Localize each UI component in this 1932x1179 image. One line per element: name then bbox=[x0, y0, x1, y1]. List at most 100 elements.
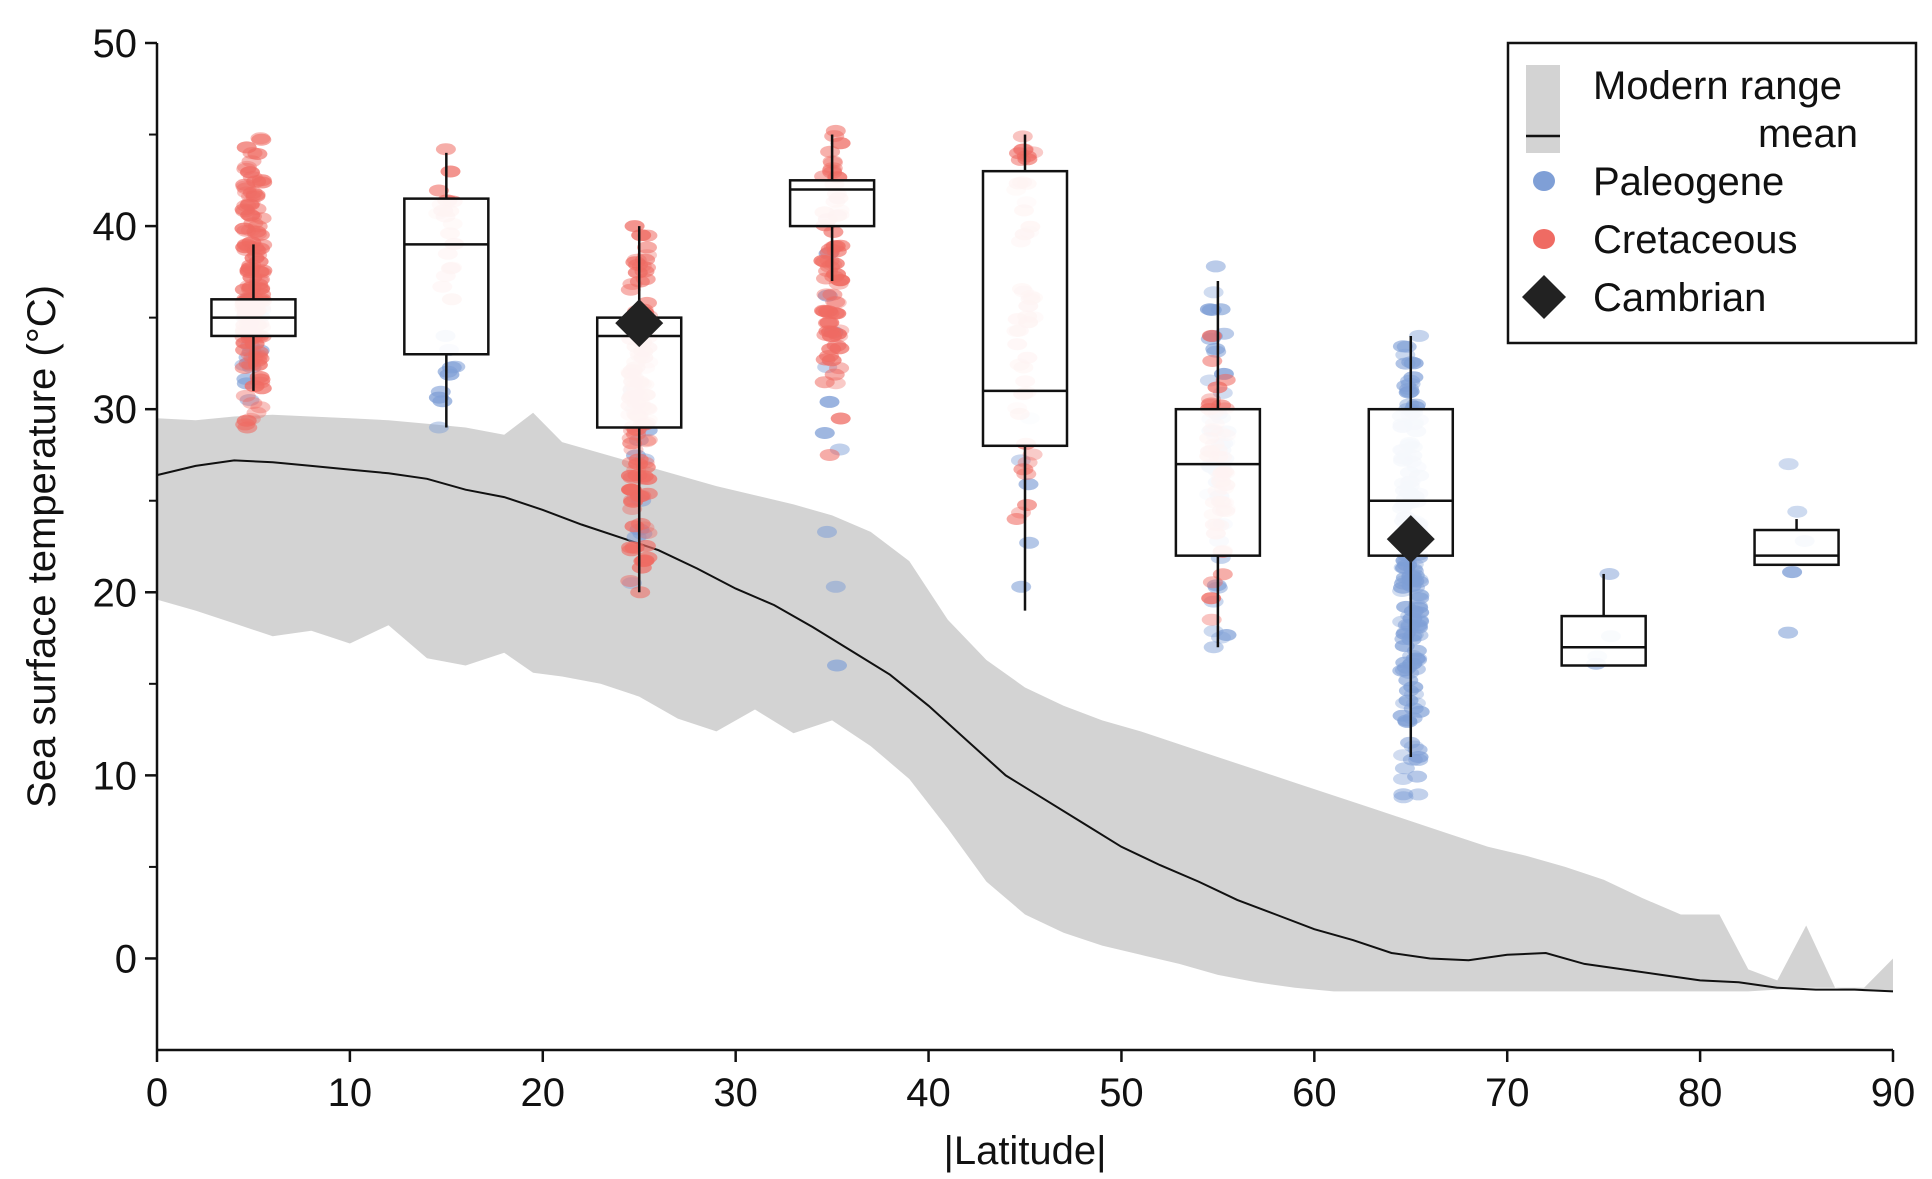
cretaceous-point bbox=[246, 202, 267, 215]
cretaceous-point bbox=[251, 133, 272, 146]
paleogene-point bbox=[428, 421, 449, 434]
paleogene-point bbox=[1408, 788, 1429, 801]
box-iqr bbox=[981, 169, 1069, 448]
cretaceous-point bbox=[1013, 463, 1034, 476]
cretaceous-point bbox=[821, 354, 842, 367]
cretaceous-point bbox=[1017, 499, 1037, 511]
paleogene-point bbox=[1778, 626, 1799, 639]
cretaceous-point bbox=[620, 575, 641, 587]
cretaceous-point bbox=[440, 165, 461, 178]
paleogene-point bbox=[1205, 260, 1226, 273]
cretaceous-point bbox=[823, 240, 844, 253]
paleogene-point bbox=[1402, 649, 1423, 662]
paleogene-point bbox=[1408, 753, 1429, 766]
x-tick-label: 30 bbox=[713, 1071, 758, 1115]
paleogene-point bbox=[239, 394, 260, 406]
y-axis-label: Sea surface temperature (°C) bbox=[20, 285, 64, 808]
cretaceous-point bbox=[1006, 513, 1027, 525]
cretaceous-point bbox=[816, 328, 837, 341]
cambrian-layer bbox=[615, 299, 1435, 564]
legend-label-mean: mean bbox=[1758, 112, 1858, 156]
cretaceous-point bbox=[637, 241, 657, 254]
paleogene-point bbox=[1199, 303, 1220, 316]
y-tick-label: 30 bbox=[93, 388, 138, 432]
paleogene-point bbox=[814, 427, 835, 439]
paleogene-point bbox=[827, 659, 847, 672]
paleogene-point bbox=[1211, 631, 1231, 644]
paleogene-point bbox=[1216, 629, 1237, 641]
x-tick-label: 80 bbox=[1678, 1071, 1723, 1115]
paleogene-point bbox=[1203, 625, 1224, 638]
cretaceous-point bbox=[822, 288, 843, 301]
modern-mean-layer bbox=[156, 459, 1894, 993]
cambrian-marker bbox=[1386, 515, 1435, 564]
legend-swatch-paleogene bbox=[1533, 171, 1555, 191]
x-tick-label: 0 bbox=[146, 1071, 168, 1115]
cretaceous-point bbox=[234, 361, 255, 374]
cretaceous-point bbox=[830, 137, 851, 150]
cretaceous-point bbox=[247, 148, 268, 160]
legend-label-cretaceous: Cretaceous bbox=[1593, 218, 1798, 262]
y-tick-label: 10 bbox=[93, 754, 138, 798]
cretaceous-point bbox=[637, 434, 658, 446]
paleogene-point bbox=[1392, 340, 1413, 353]
cretaceous-point bbox=[1202, 355, 1223, 367]
cretaceous-point bbox=[630, 586, 651, 599]
paleogene-point bbox=[1787, 505, 1808, 518]
paleogene-point bbox=[1206, 345, 1227, 358]
cretaceous-point bbox=[252, 176, 273, 189]
paleogene-point bbox=[1409, 606, 1430, 619]
cretaceous-point bbox=[622, 483, 643, 496]
paleogene-point bbox=[1402, 712, 1423, 725]
paleogene-point bbox=[1404, 688, 1424, 701]
cretaceous-point bbox=[634, 554, 655, 567]
box-iqr bbox=[788, 179, 876, 228]
cretaceous-point bbox=[249, 242, 270, 255]
x-axis-label: |Latitude| bbox=[943, 1129, 1106, 1173]
y-tick-label: 20 bbox=[93, 571, 138, 615]
cretaceous-point bbox=[622, 437, 643, 450]
paleogene-point bbox=[1019, 536, 1040, 549]
cretaceous-point bbox=[237, 421, 258, 434]
paleogene-point bbox=[428, 391, 449, 404]
cretaceous-point bbox=[240, 166, 260, 179]
paleogene-point bbox=[1393, 773, 1413, 785]
cretaceous-point bbox=[622, 471, 643, 484]
paleogene-point bbox=[1203, 641, 1224, 654]
boxplot-lat-85 bbox=[1753, 519, 1840, 567]
modern-range-layer bbox=[157, 412, 1893, 992]
cretaceous-point bbox=[435, 143, 456, 156]
x-tick-label: 20 bbox=[521, 1071, 566, 1115]
legend-swatch-cambrian bbox=[1522, 275, 1566, 319]
paleogene-point bbox=[1398, 674, 1419, 687]
cretaceous-point bbox=[234, 283, 255, 296]
cretaceous-point bbox=[236, 162, 257, 175]
paleogene-point bbox=[1203, 286, 1224, 299]
x-tick-label: 50 bbox=[1099, 1071, 1144, 1115]
paleogene-point bbox=[1778, 458, 1799, 471]
legend-label-cambrian: Cambrian bbox=[1593, 276, 1766, 320]
boxplot-lat-75 bbox=[1560, 573, 1647, 667]
paleogene-point bbox=[1011, 580, 1032, 593]
cretaceous-point bbox=[830, 412, 851, 425]
box-iqr bbox=[1174, 407, 1262, 557]
paleogene-point bbox=[1398, 694, 1419, 707]
boxplot-lat-15 bbox=[403, 152, 490, 428]
paleogene-point bbox=[1403, 371, 1424, 384]
cretaceous-point bbox=[250, 401, 271, 414]
cretaceous-point bbox=[825, 124, 846, 137]
box-iqr bbox=[403, 197, 490, 356]
box-iqr bbox=[1560, 614, 1647, 667]
legend-box bbox=[1506, 41, 1918, 345]
cretaceous-point bbox=[634, 456, 655, 469]
cretaceous-point bbox=[246, 244, 267, 257]
paleogene-point bbox=[1409, 592, 1430, 605]
cretaceous-point bbox=[621, 544, 642, 557]
paleogene-point bbox=[1393, 561, 1414, 574]
cretaceous-point bbox=[624, 520, 645, 533]
boxplot-lat-5 bbox=[210, 244, 297, 391]
paleogene-point bbox=[437, 365, 458, 378]
cretaceous-point bbox=[819, 316, 840, 329]
y-tick-label: 40 bbox=[93, 205, 138, 249]
